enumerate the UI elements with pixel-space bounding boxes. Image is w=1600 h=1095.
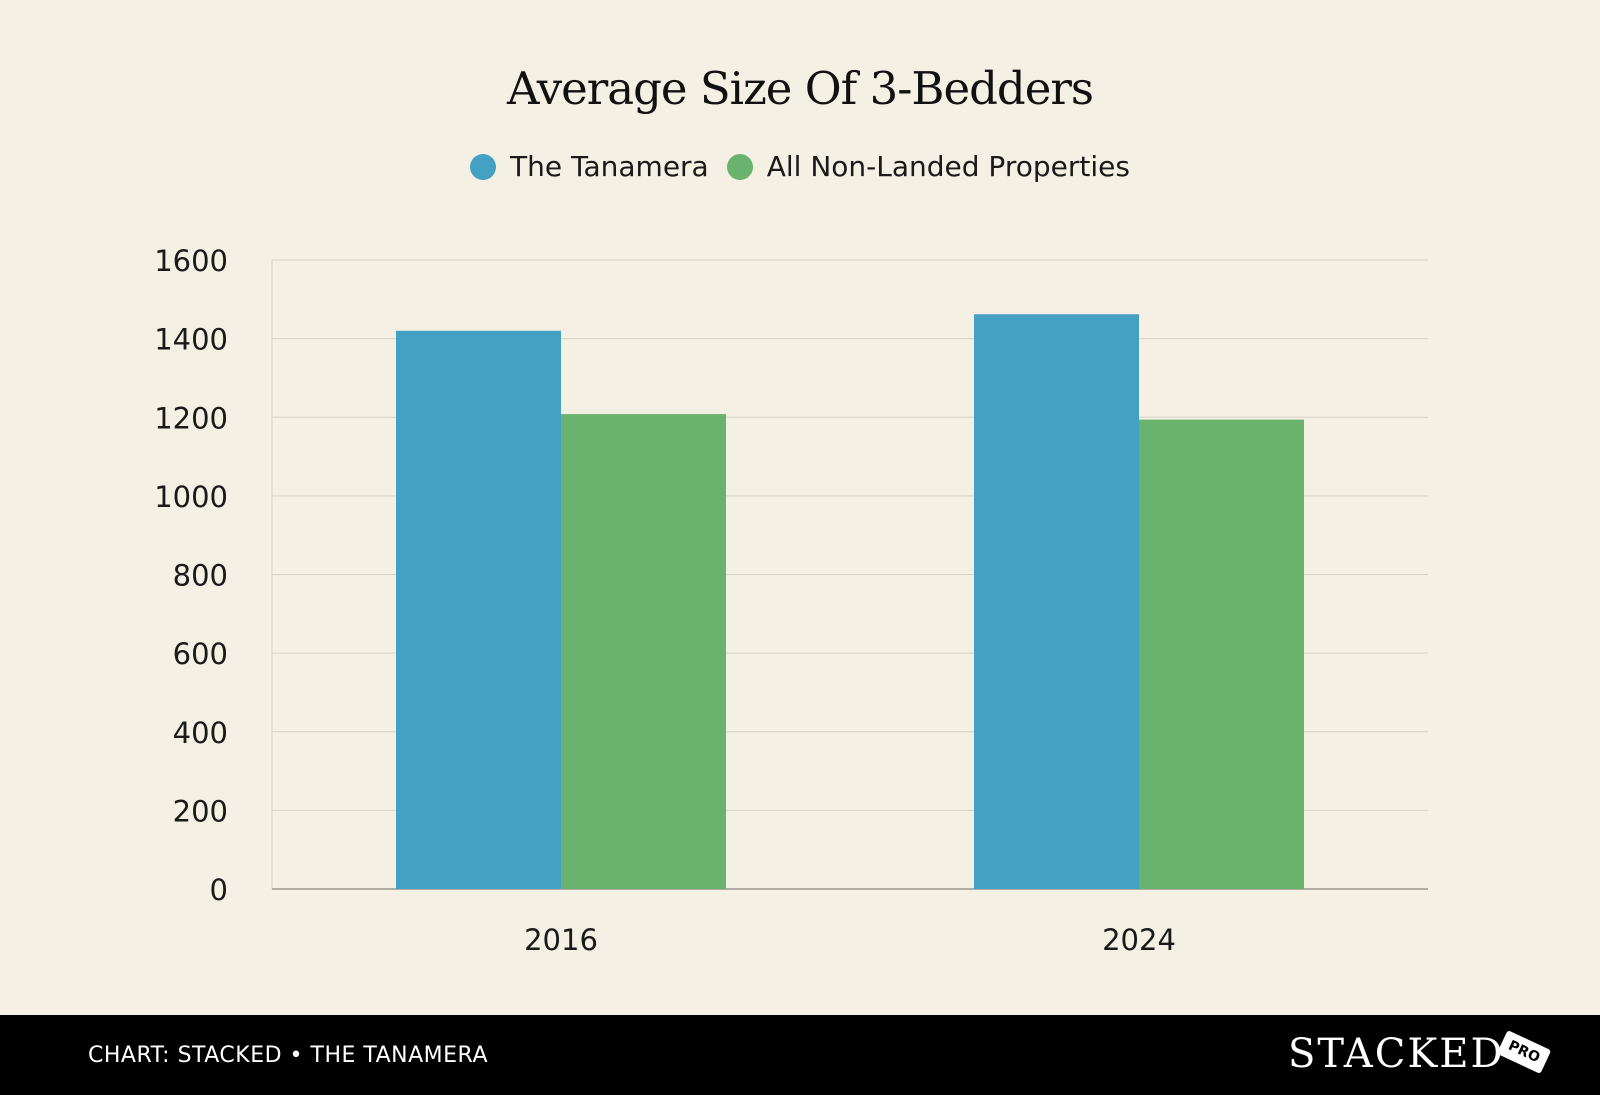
y-tick-label: 1000 — [154, 480, 228, 514]
chart-source: CHART: STACKED • THE TANAMERA — [88, 1043, 489, 1068]
pro-badge: PRO — [1496, 1030, 1552, 1074]
y-tick-label: 0 — [210, 873, 228, 907]
chart-title: Average Size Of 3-Bedders — [507, 62, 1094, 115]
x-tick-label: 2016 — [524, 923, 598, 957]
legend-item-non-landed: All Non-Landed Properties — [726, 150, 1130, 183]
brand-logo: STACKED — [1288, 1031, 1505, 1077]
legend-label-tanamera: The Tanamera — [510, 150, 709, 183]
y-tick-label: 600 — [173, 637, 228, 671]
chart-legend: The Tanamera All Non-Landed Properties — [0, 150, 1600, 183]
x-tick-label: 2024 — [1102, 923, 1176, 957]
y-tick-label: 200 — [173, 794, 228, 828]
y-tick-label: 400 — [173, 716, 228, 750]
y-tick-label: 800 — [173, 559, 228, 593]
bar-tanamera-2016 — [396, 330, 561, 889]
bar-chart: 0 200 400 600 800 1000 1200 1400 1600 2016 2024 — [154, 244, 1428, 957]
footer-bar: CHART: STACKED • THE TANAMERA STACKED PR… — [0, 1015, 1600, 1095]
legend-label-non-landed: All Non-Landed Properties — [766, 150, 1130, 183]
legend-swatch-tanamera — [470, 153, 497, 180]
y-tick-label: 1200 — [154, 401, 228, 435]
legend-swatch-non-landed — [726, 153, 753, 180]
bar-non-landed-2016 — [561, 414, 726, 889]
y-tick-label: 1400 — [154, 323, 228, 357]
y-tick-label: 1600 — [154, 244, 228, 278]
legend-item-tanamera: The Tanamera — [470, 150, 709, 183]
bar-tanamera-2024 — [974, 314, 1139, 890]
bar-non-landed-2024 — [1139, 419, 1304, 889]
